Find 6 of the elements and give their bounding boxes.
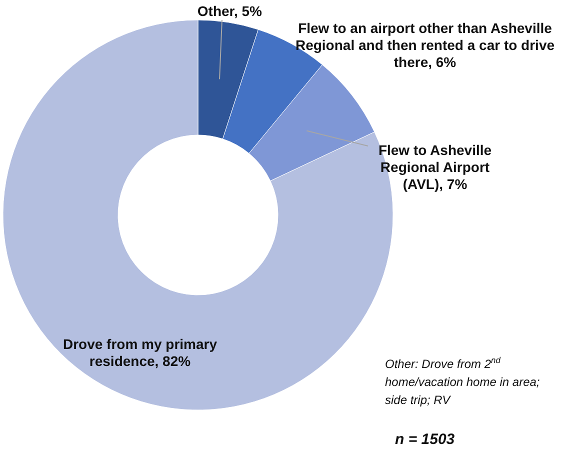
text: Other: Drove from 2$^{nd}$ home/vacation home in area; side trip; RV [385, 355, 540, 407]
slice-label: Other, 5% [197, 3, 263, 19]
slice-label: Flew to an airport other than Asheville Regional and then rented a car to drive there, 6% [295, 20, 555, 70]
slice-label: Flew to Asheville Regional Airport (AVL), 7% [378, 142, 492, 192]
slice-label: Drove from my primary residence, 82% [62, 336, 218, 369]
text: n = 1503 [395, 431, 456, 448]
